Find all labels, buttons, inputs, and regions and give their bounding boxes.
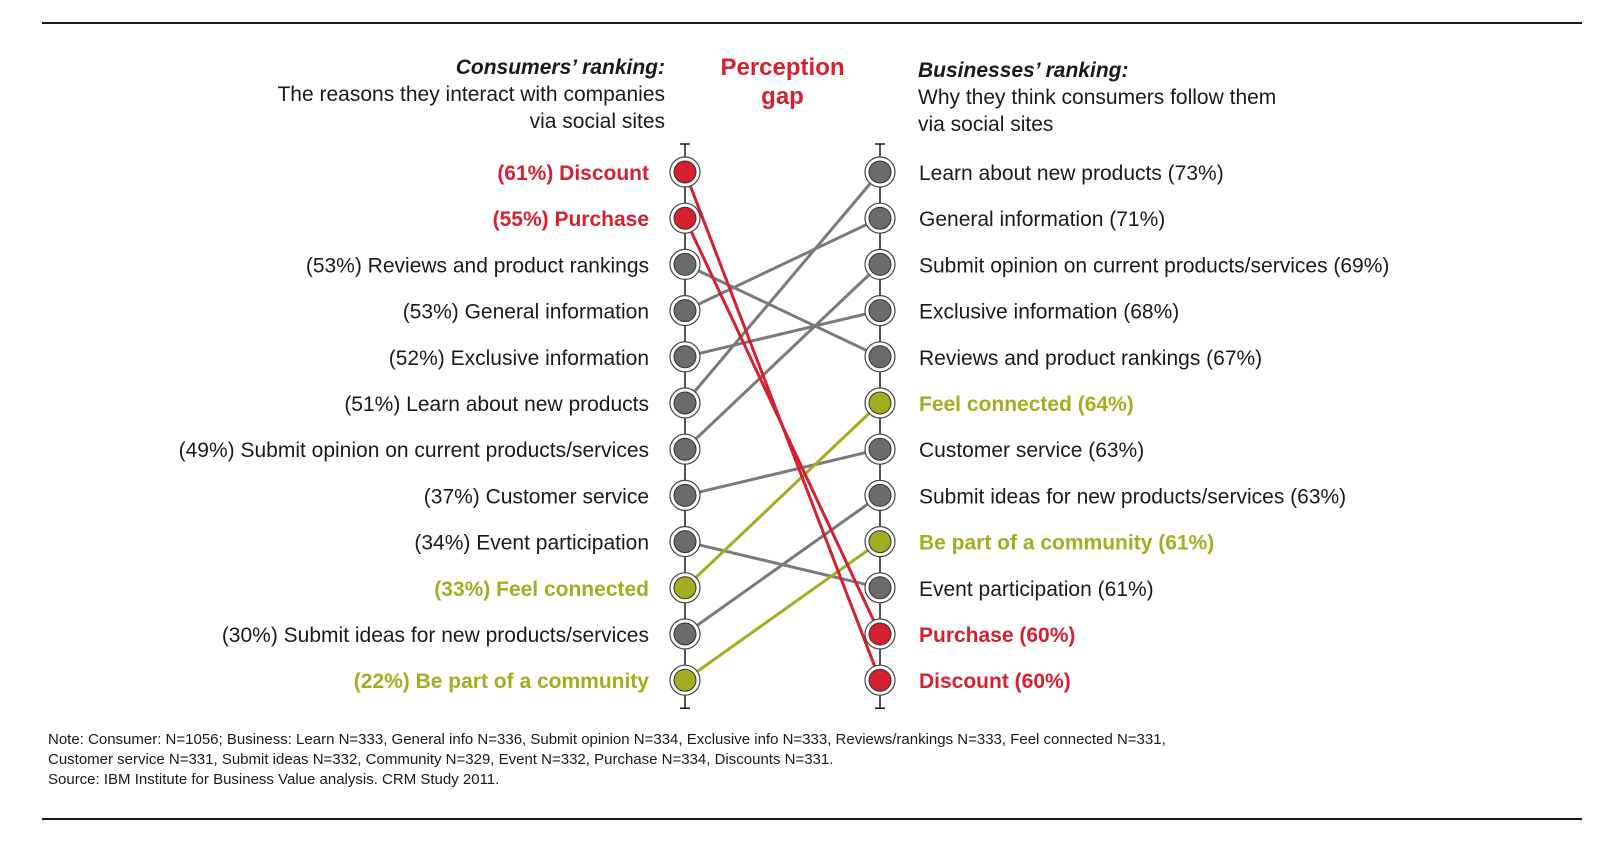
perception-gap-title-line2: gap: [761, 83, 804, 110]
connector-line-reviews: [684, 263, 881, 359]
right-label-connected: Feel connected (64%): [919, 393, 1134, 416]
left-dot-opinion: [673, 437, 697, 461]
note-line1: Note: Consumer: N=1056; Business: Learn …: [48, 731, 1166, 748]
connector-line-connected: [683, 401, 882, 589]
right-dot-reviews: [868, 345, 892, 369]
right-label-community: Be part of a community (61%): [919, 532, 1214, 555]
left-label-community: (22%) Be part of a community: [354, 670, 650, 693]
note-line2: Customer service N=331, Submit ideas N=3…: [48, 751, 834, 768]
left-label-opinion: (49%) Submit opinion on current products…: [179, 439, 649, 462]
left-dot-learn: [673, 391, 697, 415]
left-dot-connected: [673, 576, 697, 600]
perception-gap-title-line1: Perception: [720, 54, 845, 81]
connector-line-purchase: [683, 217, 882, 635]
right-label-ideas: Submit ideas for new products/services (…: [919, 485, 1346, 508]
left-label-learn: (51%) Learn about new products: [344, 393, 649, 416]
right-label-purchase: Purchase (60%): [919, 624, 1075, 647]
businesses-header-line1: Why they think consumers follow them: [918, 86, 1277, 109]
left-dot-general: [673, 299, 697, 323]
right-label-learn: Learn about new products (73%): [919, 162, 1224, 185]
connector-line-ideas: [684, 494, 881, 636]
left-dot-event: [673, 530, 697, 554]
right-label-opinion: Submit opinion on current products/servi…: [919, 254, 1389, 277]
right-label-service: Customer service (63%): [919, 439, 1144, 462]
left-label-general: (53%) General information: [403, 301, 649, 324]
connector-line-community: [684, 540, 881, 682]
left-dot-community: [673, 668, 697, 692]
left-dot-exclusive: [673, 345, 697, 369]
connector-lines-layer: [683, 171, 882, 682]
top-rule: [42, 22, 1582, 24]
left-label-reviews: (53%) Reviews and product rankings: [306, 254, 649, 277]
right-dot-ideas: [868, 483, 892, 507]
axes-layer: [680, 143, 885, 709]
businesses-header: Businesses’ ranking: Why they think cons…: [918, 57, 1518, 138]
right-label-general: General information (71%): [919, 208, 1165, 231]
right-dot-general: [868, 206, 892, 230]
consumers-header-title: Consumers’ ranking:: [455, 56, 665, 79]
left-label-discount: (61%) Discount: [497, 162, 649, 185]
chart-note: Note: Consumer: N=1056; Business: Learn …: [48, 730, 1548, 790]
right-dot-community: [868, 530, 892, 554]
right-label-discount: Discount (60%): [919, 670, 1071, 693]
right-dot-discount: [868, 668, 892, 692]
businesses-header-line2: via social sites: [918, 113, 1054, 136]
right-dot-purchase: [868, 622, 892, 646]
consumers-header-line1: The reasons they interact with companies: [277, 83, 665, 106]
connector-line-general: [684, 216, 881, 312]
dots-layer: [669, 156, 896, 696]
connector-line-exclusive: [684, 309, 881, 359]
note-line3: Source: IBM Institute for Business Value…: [48, 771, 500, 788]
right-dot-learn: [868, 160, 892, 184]
businesses-header-title: Businesses’ ranking:: [918, 59, 1129, 82]
left-dot-purchase: [673, 206, 697, 230]
connector-line-learn: [683, 171, 882, 404]
right-label-event: Event participation (61%): [919, 578, 1154, 601]
right-dot-event: [868, 576, 892, 600]
perception-gap-title: Perception gap: [690, 53, 875, 111]
right-label-reviews: Reviews and product rankings (67%): [919, 347, 1262, 370]
left-label-exclusive: (52%) Exclusive information: [389, 347, 649, 370]
left-label-service: (37%) Customer service: [424, 485, 649, 508]
consumers-header: Consumers’ ranking: The reasons they int…: [100, 54, 665, 135]
left-label-connected: (33%) Feel connected: [434, 578, 649, 601]
left-dot-service: [673, 483, 697, 507]
right-dot-service: [868, 437, 892, 461]
left-dot-reviews: [673, 252, 697, 276]
right-label-exclusive: Exclusive information (68%): [919, 301, 1179, 324]
bottom-rule: [42, 818, 1582, 820]
consumers-header-line2: via social sites: [529, 110, 665, 133]
left-dot-discount: [673, 160, 697, 184]
labels-layer: (61%) Discount (55%) Purchase (53%) Review…: [179, 162, 1390, 693]
right-dot-exclusive: [868, 299, 892, 323]
left-label-event: (34%) Event participation: [414, 532, 649, 555]
right-dot-connected: [868, 391, 892, 415]
left-label-ideas: (30%) Submit ideas for new products/serv…: [222, 624, 649, 647]
connector-line-opinion: [683, 263, 882, 451]
right-dot-opinion: [868, 252, 892, 276]
left-dot-ideas: [673, 622, 697, 646]
connector-line-service: [684, 447, 881, 497]
left-label-purchase: (55%) Purchase: [493, 208, 649, 231]
